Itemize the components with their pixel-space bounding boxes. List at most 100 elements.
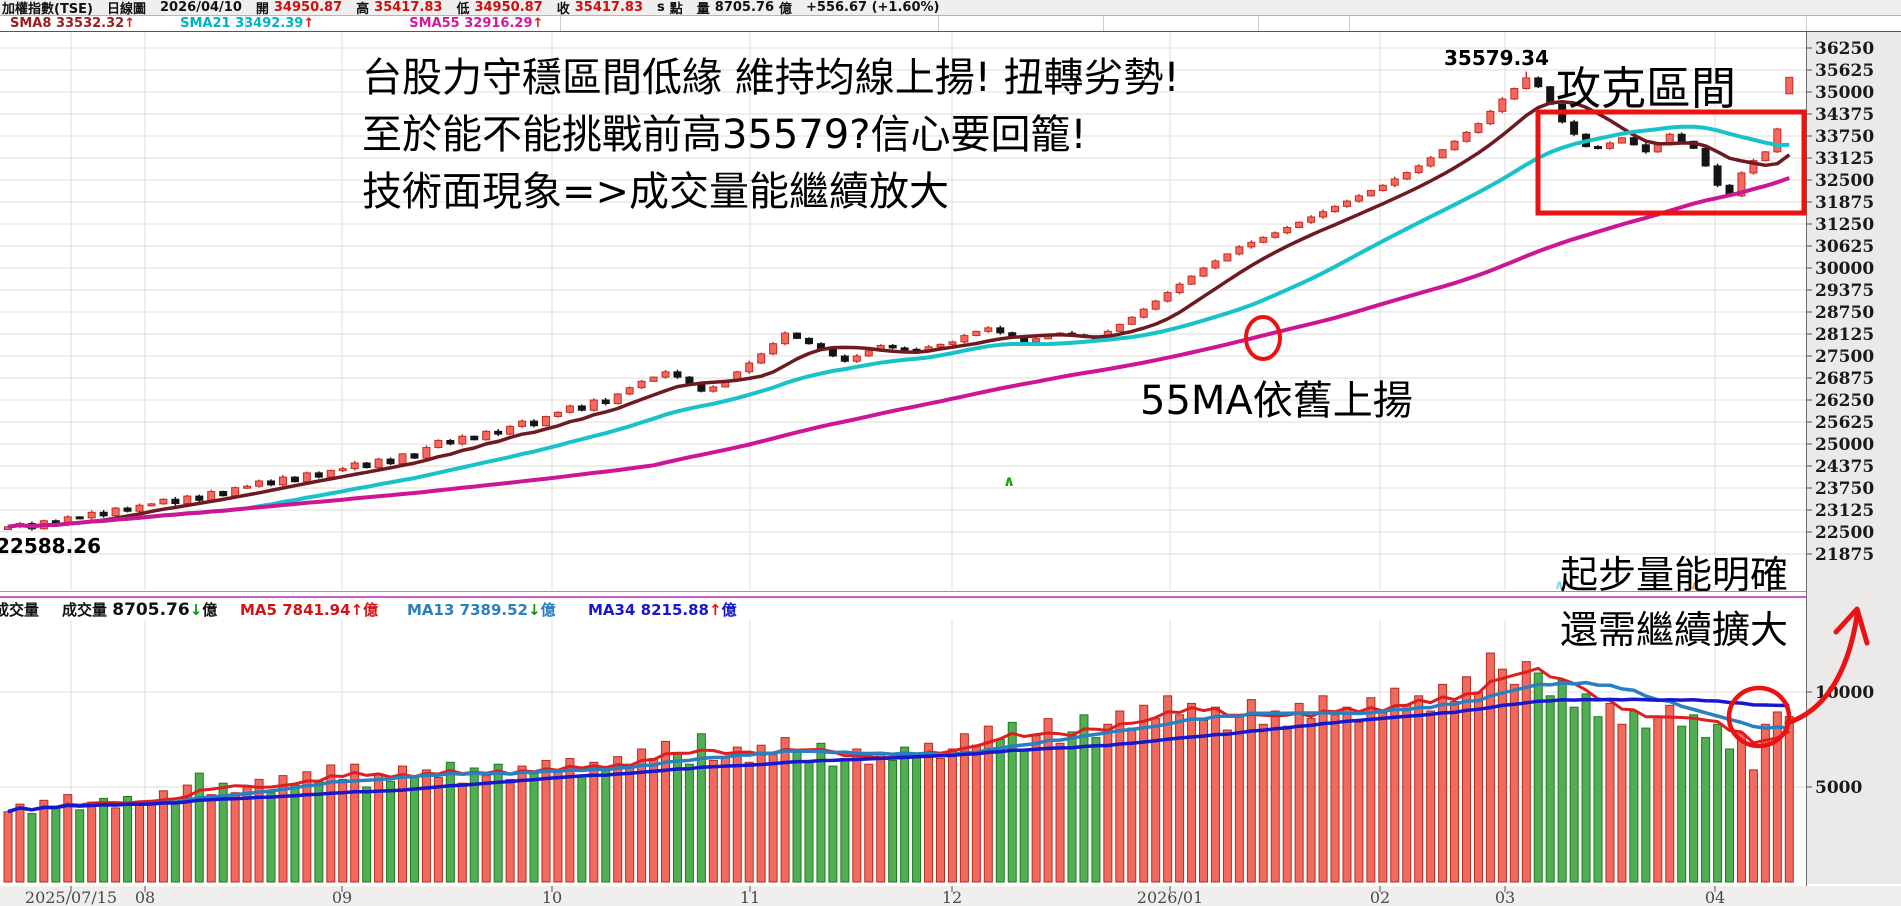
- up-arrow-head-icon: [1833, 606, 1870, 646]
- open-label: 開: [255, 2, 269, 17]
- sma55-label: SMA55: [409, 16, 460, 31]
- ma5-indicator[interactable]: MA5 7841.94↑億: [240, 599, 378, 620]
- low-value: 34950.87: [474, 0, 543, 15]
- sma21-indicator[interactable]: SMA21 33492.39↑: [180, 16, 314, 31]
- ma13-down-arrow-icon: ↓: [527, 601, 541, 619]
- ma34-value: 8215.88: [640, 601, 709, 619]
- close-label: 收: [556, 2, 570, 17]
- price-axis-label: 23125: [1815, 501, 1875, 521]
- sma-row-separator: [938, 16, 939, 31]
- marker-caret-icon: ∧: [1690, 578, 1701, 593]
- volume-down-arrow-icon: ↓: [189, 601, 203, 619]
- volume-value: 8705.76: [714, 0, 774, 15]
- price-axis-label: 31250: [1815, 215, 1875, 235]
- peak-price-label: 35579.34: [1444, 46, 1550, 70]
- volume-indicator[interactable]: 成交量 8705.76↓億: [62, 599, 217, 620]
- high-label: 高: [356, 2, 370, 17]
- ma55-circle: [1244, 315, 1282, 361]
- price-axis-label: 26875: [1815, 369, 1875, 389]
- ma5-unit: 億: [363, 601, 379, 619]
- sma8-indicator[interactable]: SMA8 33532.32↑: [10, 16, 135, 31]
- sma55-indicator[interactable]: SMA55 32916.29↑: [409, 16, 543, 31]
- date-axis-label: 2025/07/15: [24, 888, 118, 906]
- price-axis-label: 22500: [1815, 523, 1875, 543]
- date-axis-label: 11: [739, 888, 761, 906]
- sma8-value: 33532.32: [55, 16, 125, 31]
- quote-bar: 加權指數(TSE) 日線圖 2026/04/10 開 34950.87 高 35…: [0, 0, 1901, 17]
- ma5-label: MA5: [240, 601, 277, 619]
- sma-row-separator: [1103, 16, 1104, 31]
- date-axis-label: 09: [331, 888, 353, 906]
- sma21-value: 33492.39: [235, 16, 304, 31]
- volume-unit: 億: [779, 2, 793, 17]
- volume-pane-title: 成交量: [0, 601, 40, 619]
- volume-indicator-unit: 億: [202, 601, 218, 619]
- ma55-annotation-text: 55MA依舊上揚: [1140, 378, 1413, 424]
- price-axis-label: 34375: [1815, 105, 1875, 125]
- price-axis-label: 24375: [1815, 457, 1875, 477]
- volume-circle: [1726, 685, 1792, 749]
- sma21-label: SMA21: [180, 16, 231, 31]
- volume-ma-lines: [7, 666, 1791, 814]
- main-annotation-line2: 至於能不能挑戰前高35579?信心要回籠!: [362, 112, 1087, 158]
- ma34-up-arrow-icon: ↑: [708, 601, 722, 619]
- date-axis-label: 2026/01: [1136, 888, 1204, 906]
- date-axis-label: 03: [1494, 888, 1516, 906]
- volume-annotation-text: 起步量能明確 還需繼續擴大: [1440, 548, 1788, 658]
- volume-label: 量: [696, 2, 710, 17]
- price-axis-area: [1807, 31, 1901, 884]
- s-flag: s: [657, 0, 665, 15]
- sma-row-separator: [560, 16, 561, 31]
- sma-row-separator: [245, 16, 246, 31]
- price-axis-label: 25000: [1815, 435, 1875, 455]
- series-start-price-label: 22588.26: [0, 534, 102, 558]
- price-ma-lines: [7, 99, 1791, 529]
- sma8-arrow-icon: ↑: [124, 16, 136, 31]
- chart-type-label[interactable]: 日線圖: [107, 2, 147, 17]
- price-axis-label: 35625: [1815, 61, 1875, 81]
- attack-range-label: 攻克區間: [1556, 62, 1737, 115]
- ma5-value: 7841.94: [282, 601, 351, 619]
- sma-row-separator: [1258, 16, 1259, 31]
- price-axis-label: 30000: [1815, 259, 1875, 279]
- open-value: 34950.87: [273, 0, 343, 15]
- marker-caret-icon: ∧: [1003, 472, 1016, 490]
- price-axis-label: 33750: [1815, 127, 1875, 147]
- axis-ticks: [70, 47, 1812, 892]
- price-axis-label: 23750: [1815, 479, 1875, 499]
- high-value: 35417.83: [374, 0, 443, 15]
- volume-annotation-line1: 起步量能明確: [1559, 553, 1788, 597]
- quote-date: 2026/04/10: [160, 0, 242, 15]
- sma55-arrow-icon: ↑: [532, 16, 544, 31]
- price-axis-label: 21875: [1815, 545, 1875, 565]
- ma13-indicator[interactable]: MA13 7389.52↓億: [407, 599, 556, 620]
- marker-caret-icon: ∧: [1554, 578, 1565, 593]
- price-axis-label: 36250: [1815, 39, 1875, 59]
- ma34-unit: 億: [721, 601, 737, 619]
- volume-axis-label: 5000: [1815, 778, 1863, 798]
- price-axis-label: 25625: [1815, 413, 1875, 433]
- volume-indicator-label: 成交量: [62, 601, 108, 619]
- price-axis-label: 28125: [1815, 325, 1875, 345]
- dot-label: 點: [669, 2, 683, 17]
- date-axis-label: 10: [541, 888, 563, 906]
- ma13-value: 7389.52: [459, 601, 528, 619]
- date-axis-area: [0, 886, 1901, 906]
- price-axis-label: 27500: [1815, 347, 1875, 367]
- ma13-unit: 億: [540, 601, 556, 619]
- ma34-indicator[interactable]: MA34 8215.88↑億: [588, 599, 737, 620]
- red-annotations: [1244, 109, 1870, 749]
- main-annotation-line3: 技術面現象=>成交量能繼續放大: [362, 169, 950, 215]
- price-axis-label: 33125: [1815, 149, 1875, 169]
- sma21-arrow-icon: ↑: [303, 16, 315, 31]
- sma8-label: SMA8: [10, 16, 52, 31]
- date-axis-label: 08: [134, 888, 156, 906]
- ma5-up-arrow-icon: ↑: [350, 601, 364, 619]
- ma13-label: MA13: [407, 601, 455, 619]
- price-axis-label: 31875: [1815, 193, 1875, 213]
- price-axis-label: 30625: [1815, 237, 1875, 257]
- price-axis-label: 29375: [1815, 281, 1875, 301]
- symbol-title: 加權指數(TSE): [2, 2, 93, 17]
- ma34-label: MA34: [588, 601, 636, 619]
